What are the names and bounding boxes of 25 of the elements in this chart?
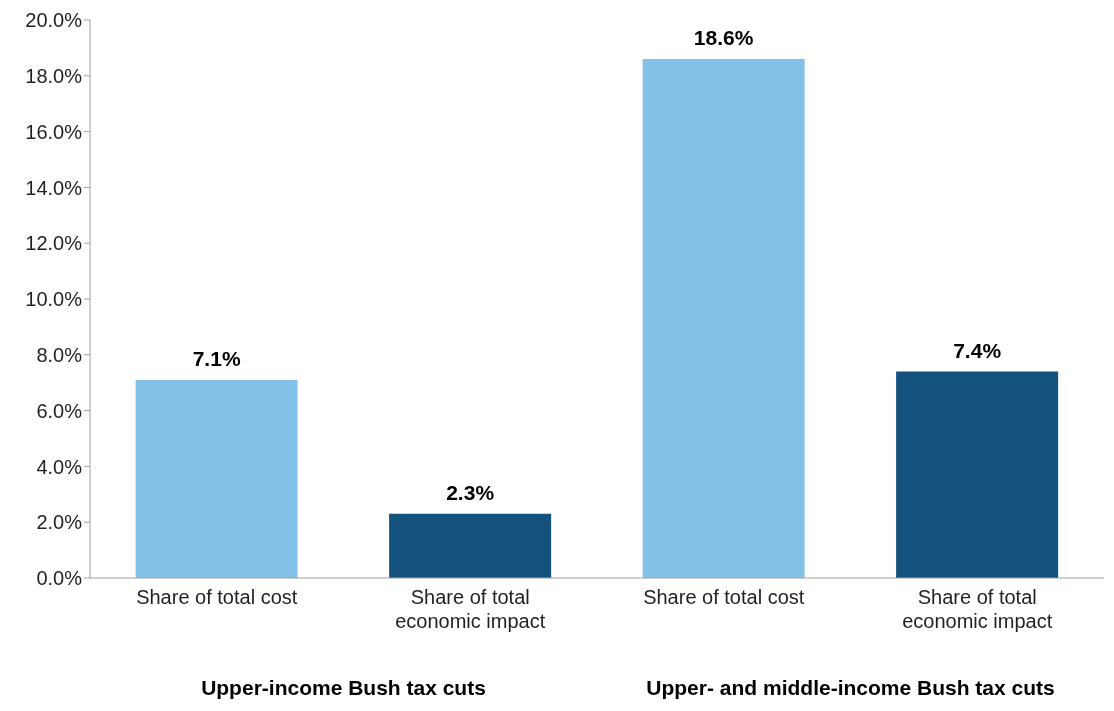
y-tick-label: 14.0% xyxy=(25,176,83,199)
y-tick-label: 6.0% xyxy=(36,399,83,422)
y-tick-label: 2.0% xyxy=(36,511,83,534)
y-tick-label: 10.0% xyxy=(25,288,83,311)
data-label: 18.6% xyxy=(693,26,754,50)
y-tick-label: 16.0% xyxy=(25,120,83,143)
y-tick-label: 8.0% xyxy=(36,343,83,366)
text: Upper-income Bush tax cuts xyxy=(200,676,487,700)
data-label: 7.1% xyxy=(192,346,241,370)
y-tick-label: 20.0% xyxy=(25,9,83,32)
bar xyxy=(135,379,298,578)
data-label: 7.4% xyxy=(953,338,1002,362)
y-tick-label: 4.0% xyxy=(36,455,83,478)
bar xyxy=(642,59,805,578)
bar xyxy=(896,371,1059,578)
y-tick-label: 12.0% xyxy=(25,232,83,255)
bar xyxy=(389,513,552,578)
data-label: 2.3% xyxy=(446,480,495,504)
text: Upper- and middle-income Bush tax cuts xyxy=(645,676,1056,700)
y-tick-label: 18.0% xyxy=(25,64,83,87)
x-tick-label: Share of total economic impact xyxy=(395,586,546,632)
x-tick-label: Share of total cost xyxy=(136,586,298,608)
x-tick-label: Share of total cost xyxy=(643,586,805,608)
y-tick-label: 0.0% xyxy=(36,567,83,590)
x-tick-label: Share of total economic impact xyxy=(902,586,1053,632)
